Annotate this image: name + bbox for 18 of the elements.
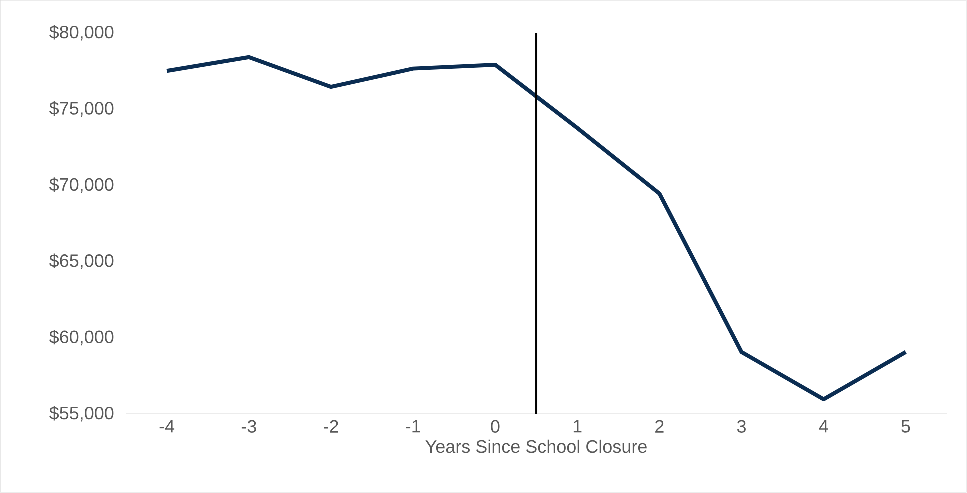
- y-tick-label: $55,000: [50, 406, 114, 422]
- x-tick-label: 4: [819, 420, 828, 433]
- y-tick-label: $65,000: [50, 254, 114, 270]
- x-tick-label: -1: [406, 420, 420, 433]
- x-tick-label: 5: [902, 420, 910, 433]
- x-tick-label: -3: [242, 420, 256, 433]
- y-tick-label: $60,000: [50, 330, 114, 346]
- line-series: [165, 55, 908, 402]
- x-tick-label: -4: [160, 420, 175, 433]
- y-tick-label: $75,000: [50, 101, 114, 118]
- x-tick-label: 1: [574, 420, 582, 433]
- x-tick-label: 3: [737, 420, 746, 433]
- y-tick-label: $80,000: [50, 25, 114, 41]
- y-tick-label: $70,000: [50, 178, 114, 194]
- x-tick-label: 0: [491, 420, 500, 433]
- x-axis-title: Years Since School Closure: [426, 440, 647, 454]
- x-tick-label: 2: [656, 420, 664, 433]
- x-tick-label: -2: [324, 420, 338, 433]
